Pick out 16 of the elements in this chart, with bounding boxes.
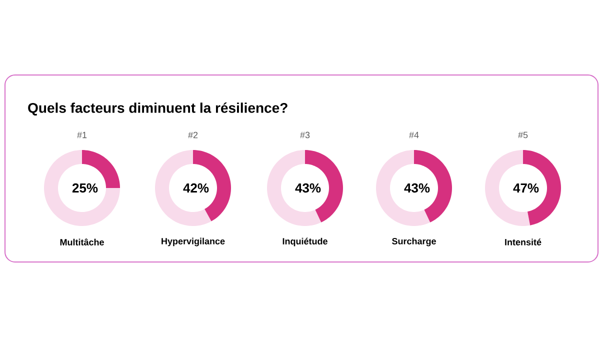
chart-title: #1 [77, 132, 87, 138]
data-label: 43% [295, 183, 321, 193]
text: Multitâche [60, 238, 104, 246]
data-label: 25% [72, 183, 98, 193]
text: Quels facteurs diminuent la résilience? [28, 102, 288, 116]
chart-title: #4 [409, 132, 419, 138]
data-label: 42% [183, 183, 209, 193]
data-label: 43% [404, 183, 430, 193]
text: Surcharge [392, 238, 436, 246]
text: Inquiétude [282, 238, 328, 246]
chart-title: #3 [300, 132, 310, 138]
chart-title: #5 [518, 132, 528, 138]
text: Hypervigilance [162, 238, 225, 246]
text: Intensité [505, 238, 542, 246]
data-label: 47% [513, 183, 539, 193]
chart-title: #2 [188, 132, 198, 138]
